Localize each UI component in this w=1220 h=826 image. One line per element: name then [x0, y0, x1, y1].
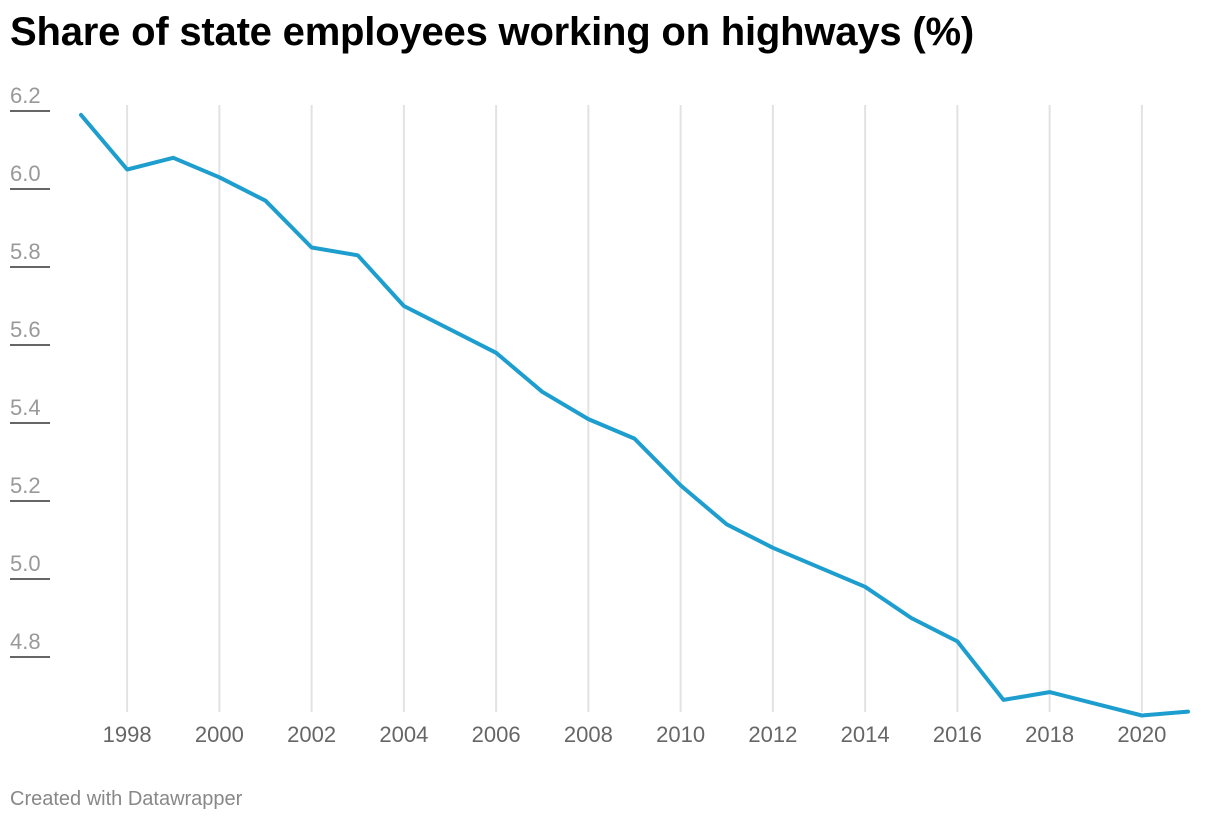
data-point	[725, 522, 729, 526]
data-point	[402, 304, 406, 308]
y-tick-label: 5.0	[10, 551, 41, 576]
x-tick-label: 2012	[748, 722, 797, 747]
data-point	[863, 585, 867, 589]
data-point	[310, 246, 314, 250]
data-point	[1186, 710, 1190, 714]
x-tick-label: 2010	[656, 722, 705, 747]
y-tick-label: 4.8	[10, 629, 41, 654]
data-point	[1002, 698, 1006, 702]
data-point	[217, 175, 221, 179]
data-point	[633, 437, 637, 441]
chart-title: Share of state employees working on high…	[10, 10, 974, 54]
credit-note: Created with Datawrapper	[10, 788, 243, 810]
x-tick-label: 2006	[472, 722, 521, 747]
data-point	[1048, 690, 1052, 694]
data-point	[955, 639, 959, 643]
y-tick-label: 5.2	[10, 473, 41, 498]
x-tick-label: 2004	[379, 722, 428, 747]
x-tick-label: 2000	[195, 722, 244, 747]
series-line	[79, 112, 1190, 718]
data-point	[817, 565, 821, 569]
series-layer	[79, 112, 1190, 718]
data-point	[264, 199, 268, 203]
data-point	[540, 390, 544, 394]
y-axis: 6.2 6.0 5.8 5.6 5.4 5.2 5.0 4.8	[10, 83, 50, 658]
y-tick-label: 6.2	[10, 83, 41, 108]
y-tick-label: 5.6	[10, 317, 41, 342]
y-tick-label: 5.4	[10, 395, 41, 420]
y-tick-label: 5.8	[10, 239, 41, 264]
data-point	[494, 351, 498, 355]
data-point	[125, 168, 129, 172]
x-axis: 1998 2000 2002 2004 2006 2008 2010 2012 2014 2016…	[103, 722, 1167, 747]
data-point	[1094, 702, 1098, 706]
data-point	[679, 483, 683, 487]
x-tick-label: 2014	[841, 722, 890, 747]
data-point	[171, 156, 175, 160]
data-point	[356, 253, 360, 257]
x-tick-label: 2020	[1117, 722, 1166, 747]
data-point	[909, 616, 913, 620]
data-point	[771, 546, 775, 550]
x-tick-label: 2016	[933, 722, 982, 747]
data-point	[1140, 714, 1144, 718]
data-point	[586, 417, 590, 421]
x-tick-label: 2018	[1025, 722, 1074, 747]
y-tick-label: 6.0	[10, 161, 41, 186]
x-tick-label: 2008	[564, 722, 613, 747]
x-tick-label: 1998	[103, 722, 152, 747]
gridlines	[126, 105, 1143, 712]
data-point	[448, 327, 452, 331]
x-tick-label: 2002	[287, 722, 336, 747]
data-point	[79, 113, 83, 117]
